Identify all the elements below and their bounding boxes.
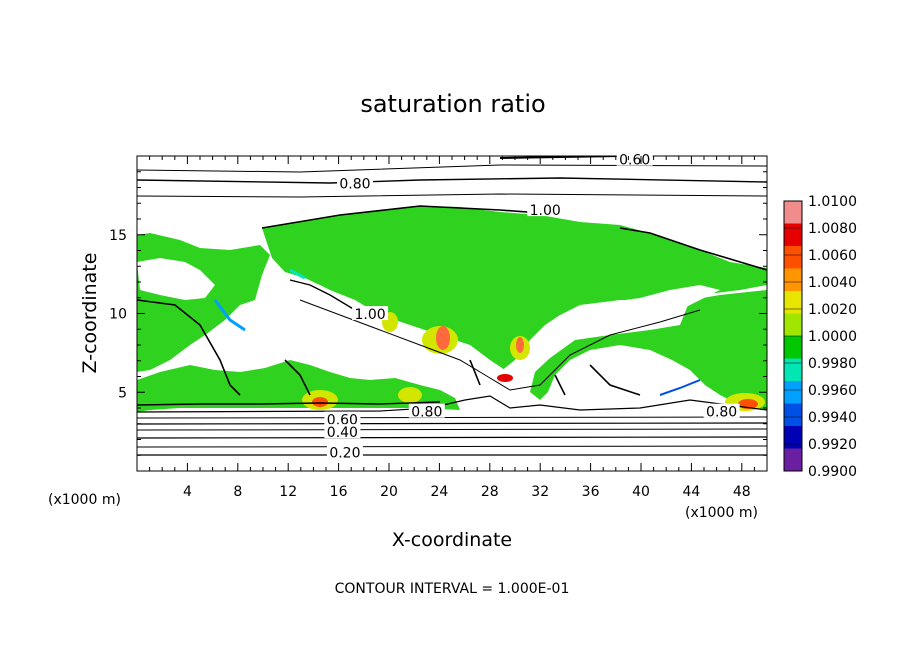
x-tick-label: 36 [582,484,600,500]
plot-area [137,156,767,471]
colorbar-segment [784,291,802,314]
x-tick-label: 24 [430,484,448,500]
blue-edge-2 [659,379,701,396]
colorbar-label: 1.0060 [808,248,857,264]
contour-0-90-top [137,193,767,198]
green-field-lower-left [137,360,460,412]
contour-label-bg [336,175,373,190]
contour-label: 0.80 [411,405,442,421]
x-axis-ticks: 4 8 12 16 20 24 28 32 36 40 44 48 [149,156,755,500]
colorbar-segment [784,201,802,224]
colorbar-segment [784,358,802,382]
contour-label-bg [324,424,361,439]
colorbar-segment [784,336,802,359]
colorbar-label: 1.0040 [808,275,857,291]
contour-interval-note: CONTOUR INTERVAL = 1.000E-01 [335,581,570,597]
x-axis-unit-right: (x1000 m) [685,505,758,521]
contour-0-40 [137,436,767,439]
contour-1-00-upper [261,205,767,271]
contour-label-bg [352,306,389,321]
x-tick-label: 44 [682,484,700,500]
contour-label-bg [703,403,740,418]
colorbar-label: 0.9900 [808,464,857,480]
chart-title: saturation ratio [360,90,545,118]
colorbar-segment [784,223,802,247]
colorbar-segment [784,426,802,449]
x-tick-label: 20 [380,484,398,500]
contour-label-bg [324,411,361,426]
colorbar-label: 0.9920 [808,437,857,453]
green-field-top [262,206,767,372]
colorbar-label: 1.0080 [808,221,857,237]
red-patch-2 [516,337,524,353]
red-patch-4 [312,397,328,407]
colorbar-segment [784,403,802,427]
cyan-edge-1 [289,268,306,280]
colorbar-label: 0.9940 [808,410,857,426]
x-axis-unit-left: (x1000 m) [48,492,121,508]
white-tongue [265,280,720,388]
contour-0-60 [137,422,767,425]
contour-label-bg [326,444,363,459]
colorbar-segment [784,313,802,337]
contour-labels: 0.600.801.001.000.800.600.400.200.80 [324,151,740,462]
x-tick-label: 12 [279,484,297,500]
contour-label-bg [408,403,445,418]
y-tick-label: 5 [118,385,127,401]
contour-label: 0.80 [339,176,370,192]
x-tick-label: 8 [233,484,242,500]
contour-label-bg [616,151,653,166]
blue-edge-1 [213,299,246,332]
contour-1-00-lower [137,299,641,396]
colorbar-label: 0.9980 [808,356,857,372]
colorbar-label: 1.0020 [808,302,857,318]
x-tick-label: 48 [733,484,751,500]
y-axis-label: Z-coordinate [79,253,101,374]
colorbar-label: 0.9960 [808,383,857,399]
contour-label: 1.00 [355,307,386,323]
y-axis-ticks: 5 10 15 [109,171,767,456]
x-tick-label: 4 [183,484,192,500]
colorbar: 1.0100 1.0080 1.0060 1.0040 1.0020 1.0000 0.99… [783,194,857,480]
contour-1-00-low [137,401,441,406]
colorbar-segment [784,268,802,292]
colorbar-label: 1.0000 [808,329,857,345]
colorbar-segment [784,448,802,472]
colorbar-label: 1.0100 [808,194,857,210]
green-field-right [530,290,767,410]
contour-0-80-top [137,177,767,184]
colorbar-segment [784,246,802,269]
x-tick-label: 32 [531,484,549,500]
contour-0-70 [137,416,767,419]
x-axis-label: X-coordinate [392,529,512,551]
red-patch-1 [436,326,450,350]
contour-0-50 [137,428,767,431]
contour-label: 0.60 [619,153,650,169]
yellow-patch-6 [398,387,422,403]
y-tick-label: 10 [109,307,127,323]
x-tick-label: 16 [330,484,348,500]
contour-label: 0.20 [329,446,360,462]
contour-0-90-tongue [299,299,701,391]
white-notch-left [137,258,215,300]
colorbar-segment [784,381,802,404]
contour-0-30 [137,445,767,448]
x-tick-label: 28 [481,484,499,500]
x-tick-label: 40 [632,484,650,500]
contour-label: 1.00 [530,203,561,219]
contour-label: 0.40 [327,425,358,441]
contour-label-bg [527,202,564,217]
contour-label: 0.80 [706,405,737,421]
red-patch-7 [497,374,513,382]
y-tick-label: 15 [109,228,127,244]
